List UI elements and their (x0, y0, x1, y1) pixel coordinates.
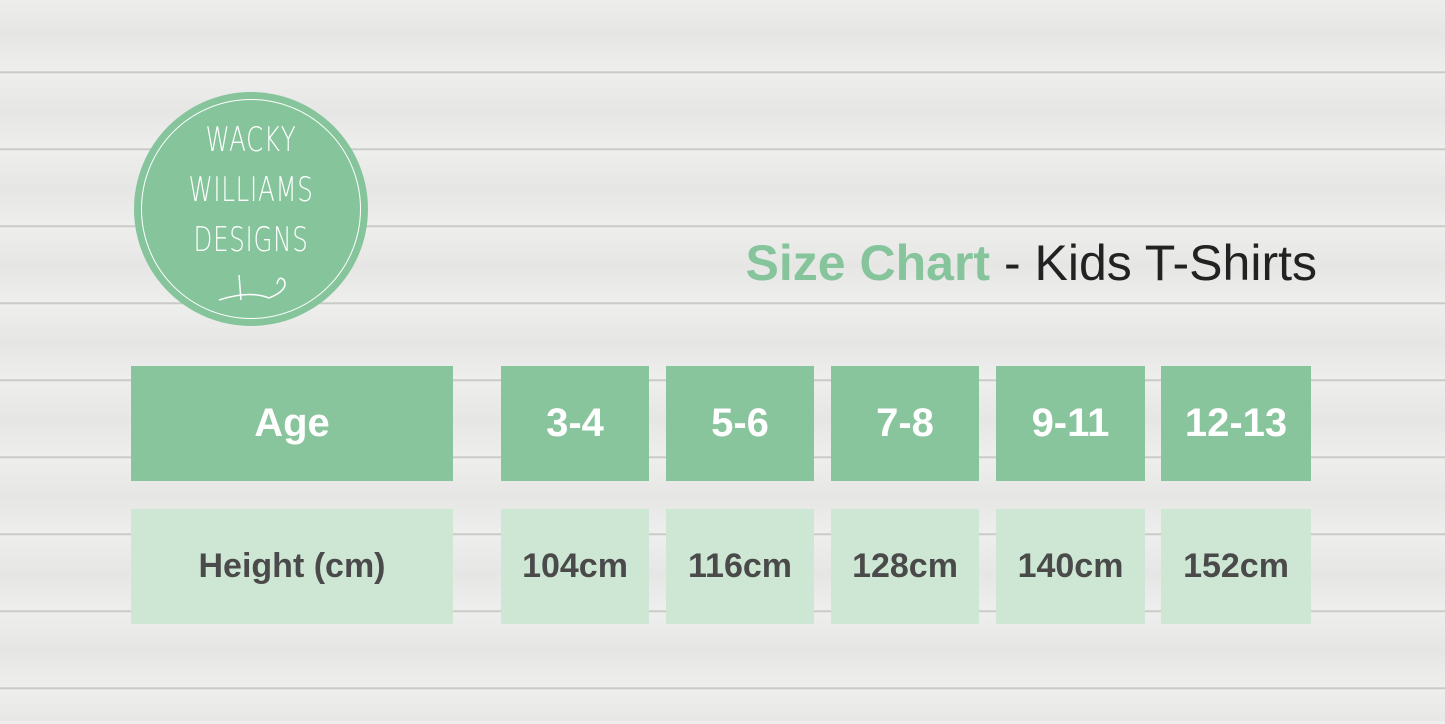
height-cell: 152cm (1161, 509, 1311, 624)
age-cell: 9-11 (996, 366, 1145, 481)
page-title: Size Chart - Kids T-Shirts (746, 234, 1317, 292)
height-header: Height (cm) (131, 509, 453, 624)
title-subtitle: - Kids T-Shirts (990, 235, 1317, 291)
logo-line: DESIGNS (193, 220, 309, 260)
logo-line: WACKY (205, 120, 297, 160)
age-cell: 5-6 (666, 366, 814, 481)
title-highlight: Size Chart (745, 235, 991, 291)
age-header: Age (131, 366, 453, 481)
logo-ring (141, 99, 361, 319)
logo-line: WILLIAMS (188, 170, 314, 210)
height-cell: 140cm (996, 509, 1145, 624)
needle-thread-icon (218, 274, 286, 301)
age-cell: 3-4 (501, 366, 649, 481)
height-cell: 128cm (831, 509, 979, 624)
brand-logo: WACKY WILLIAMS DESIGNS (134, 92, 368, 326)
height-cell: 104cm (501, 509, 649, 624)
age-cell: 12-13 (1161, 366, 1311, 481)
height-cell: 116cm (666, 509, 814, 624)
age-cell: 7-8 (831, 366, 979, 481)
